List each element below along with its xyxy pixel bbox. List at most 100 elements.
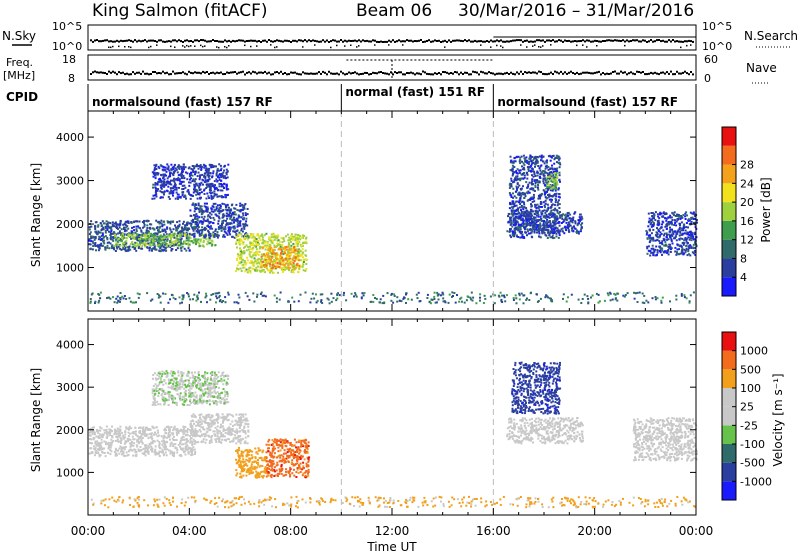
data-cell (240, 255, 243, 258)
data-cell (217, 189, 220, 192)
freq-point (596, 71, 598, 74)
data-cell (665, 225, 668, 228)
freq-point (474, 71, 476, 74)
data-cell (505, 294, 508, 297)
freq-point (108, 70, 110, 73)
data-cell (202, 179, 205, 182)
data-cell (216, 210, 219, 213)
data-cell (155, 195, 158, 198)
data-cell (525, 156, 528, 159)
data-cell (471, 299, 474, 302)
data-cell (120, 228, 123, 231)
data-cell (269, 261, 272, 263)
data-cell (321, 302, 324, 304)
data-cell (206, 184, 209, 187)
data-cell (546, 237, 549, 239)
nsky-point (580, 40, 582, 42)
data-cell (668, 230, 671, 233)
nsky-point (184, 39, 186, 42)
freq-point (150, 73, 152, 75)
data-cell (122, 223, 125, 226)
nsky-point (394, 40, 396, 43)
data-cell (557, 187, 560, 190)
data-cell (207, 214, 210, 217)
data-cell (667, 253, 670, 256)
data-cell (678, 228, 681, 231)
data-cell (554, 178, 557, 181)
data-cell (533, 222, 536, 225)
data-cell (523, 203, 526, 206)
data-cell (210, 207, 213, 210)
data-cell (276, 245, 278, 248)
nsky-point (400, 40, 402, 43)
data-cell (194, 204, 197, 206)
data-cell (152, 243, 155, 246)
data-cell (509, 228, 512, 231)
data-cell (102, 226, 105, 229)
nsky-point (346, 40, 348, 43)
data-cell (140, 233, 143, 236)
data-cell (669, 216, 672, 219)
nsky-point (206, 40, 208, 43)
data-cell (277, 243, 280, 246)
data-cell (676, 213, 679, 216)
data-cell (191, 168, 194, 171)
nsky-point (334, 39, 336, 42)
data-cell (555, 192, 558, 195)
data-cell (520, 177, 522, 180)
data-cell (520, 155, 523, 158)
data-cell (559, 180, 561, 183)
data-cell (160, 248, 163, 251)
data-cell (159, 301, 162, 304)
freq-point (296, 72, 298, 75)
data-cell (649, 236, 652, 239)
data-cell (131, 235, 134, 238)
data-cell (156, 189, 159, 192)
data-cell (291, 236, 294, 239)
data-cell (271, 252, 274, 255)
nsky-point (398, 39, 400, 42)
data-cell (255, 238, 258, 240)
data-cell (537, 183, 539, 186)
data-cell (515, 175, 517, 178)
data-cell (251, 233, 253, 236)
data-cell (668, 247, 671, 250)
data-cell (182, 235, 185, 237)
data-cell (193, 232, 196, 235)
freq-point (118, 71, 120, 74)
data-cell (662, 215, 665, 218)
data-cell (222, 213, 225, 216)
data-cell (191, 203, 194, 206)
data-cell (197, 202, 200, 205)
data-cell (273, 261, 276, 264)
data-cell (157, 220, 160, 223)
data-cell (682, 243, 685, 246)
data-cell (216, 235, 219, 237)
data-cell (203, 181, 206, 183)
data-cell (168, 197, 171, 200)
data-cell (287, 252, 290, 255)
nsky-point (104, 39, 106, 42)
freq-point (684, 70, 686, 73)
data-cell (654, 211, 657, 214)
nsearch-point (156, 44, 158, 46)
data-cell (176, 244, 179, 247)
data-cell (207, 224, 209, 227)
data-cell (166, 238, 169, 241)
data-cell (223, 203, 226, 206)
data-cell (260, 253, 263, 256)
data-cell (216, 233, 219, 236)
data-cell (645, 230, 648, 232)
data-cell (146, 232, 149, 234)
freq-point (618, 72, 620, 75)
data-cell (199, 188, 202, 191)
nsky-point (632, 39, 634, 42)
data-cell (242, 263, 245, 266)
freq-point (626, 73, 628, 76)
data-cell (121, 238, 124, 241)
data-cell (236, 257, 238, 260)
data-cell (658, 242, 661, 245)
data-cell (209, 235, 212, 238)
nsky-point (590, 40, 592, 43)
data-cell (210, 166, 213, 169)
